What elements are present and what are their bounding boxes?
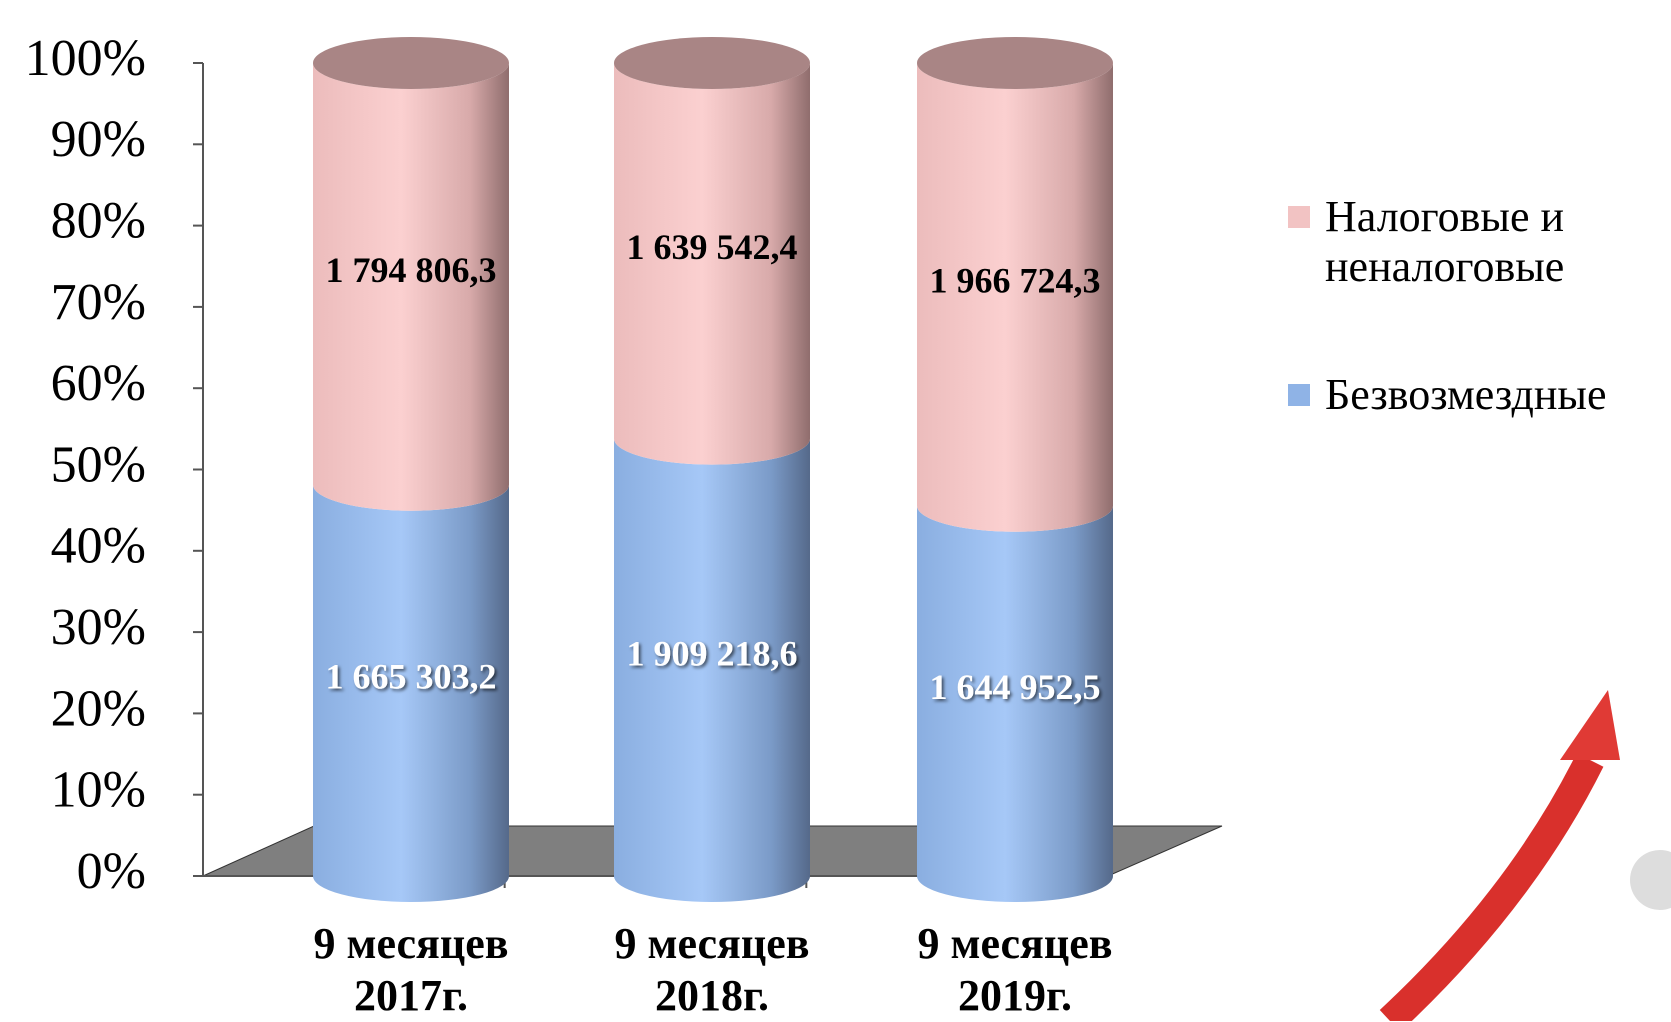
bar-segment: [917, 63, 1113, 532]
y-tick-label: 30%: [51, 599, 146, 656]
y-tick-label: 10%: [51, 762, 146, 819]
bar-segment: [614, 438, 810, 902]
decoration: [1379, 690, 1671, 1021]
y-tick-label: 60%: [51, 355, 146, 412]
bar-segment: [917, 505, 1113, 902]
value-label: 1 639 542,4: [627, 227, 798, 267]
bar-segment: [313, 484, 509, 902]
bar-top: [313, 37, 509, 89]
legend-label: Налоговые и неналоговые: [1325, 192, 1565, 291]
value-label: 1 644 952,5: [930, 667, 1101, 707]
bar-top: [917, 37, 1113, 89]
x-tick-label: 9 месяцев 2019г.: [917, 919, 1113, 1020]
y-tick-label: 80%: [51, 193, 146, 250]
y-tick-label: 0%: [77, 843, 146, 900]
legend-label: Безвозмездные: [1325, 370, 1607, 419]
legend-swatch: [1288, 384, 1310, 406]
value-label: 1 966 724,3: [930, 261, 1101, 301]
y-tick-label: 50%: [51, 436, 146, 493]
value-label: 1 794 806,3: [326, 250, 497, 290]
legend-swatch: [1288, 206, 1310, 228]
y-tick-label: 20%: [51, 680, 146, 737]
y-tick-label: 100%: [25, 30, 146, 87]
value-label: 1 909 218,6: [627, 634, 798, 674]
x-tick-label: 9 месяцев 2018г.: [614, 919, 810, 1020]
value-label: 1 665 303,2: [326, 657, 497, 697]
y-tick-label: 40%: [51, 518, 146, 575]
bar-segment: [614, 63, 810, 465]
y-tick-label: 90%: [51, 111, 146, 168]
y-tick-label: 70%: [51, 274, 146, 331]
x-tick-label: 9 месяцев 2017г.: [313, 919, 509, 1020]
bar-segment: [313, 63, 509, 511]
bar-top: [614, 37, 810, 89]
